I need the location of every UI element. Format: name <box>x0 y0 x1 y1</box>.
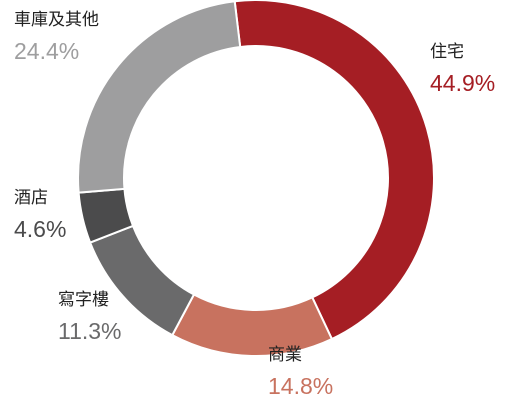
value-label: 44.9% <box>430 70 495 96</box>
value-label: 11.3% <box>58 318 122 344</box>
value-label: 14.8% <box>268 373 333 399</box>
value-label: 24.4% <box>14 38 79 64</box>
pie-slice <box>77 0 242 194</box>
center-emblem <box>128 50 384 306</box>
slice-label: 寫字樓 <box>58 290 109 310</box>
slice-label: 酒店 <box>14 188 48 208</box>
slice-label: 車庫及其他 <box>14 10 99 30</box>
pie-slice <box>233 0 435 341</box>
value-label: 4.6% <box>14 216 66 242</box>
slice-label: 住宅 <box>430 42 464 62</box>
slice-label: 商業 <box>268 345 302 365</box>
